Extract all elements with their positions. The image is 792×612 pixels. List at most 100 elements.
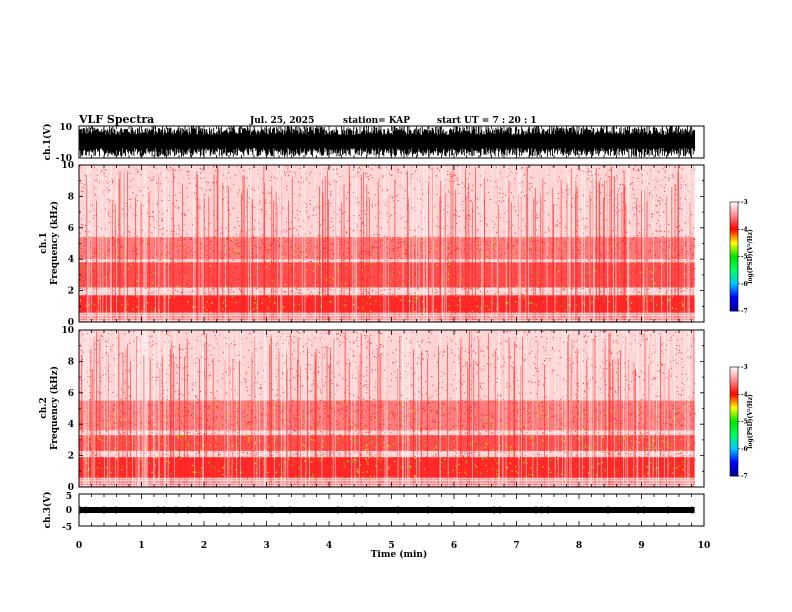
colorbar-segment bbox=[730, 245, 738, 248]
ch1-ytick-bottom: -10 bbox=[56, 154, 72, 164]
colorbar-segment bbox=[730, 434, 738, 437]
colorbar-tick-label: -5 bbox=[741, 419, 748, 426]
colorbar-segment bbox=[730, 448, 738, 451]
colorbar-segment bbox=[730, 437, 738, 441]
ch3-ytick-bottom: -5 bbox=[62, 523, 72, 533]
ch2-spectrogram-ylabel-top: ch.2 bbox=[39, 397, 49, 418]
colorbar-tick-label: -6 bbox=[741, 281, 748, 288]
ch1-spectrogram-yticks: 0 2 4 6 8 10 bbox=[61, 161, 704, 328]
figure-title: VLF Spectra bbox=[78, 113, 154, 126]
colorbar-segment bbox=[730, 269, 738, 272]
colorbar-segment bbox=[730, 202, 738, 205]
y-tick-label: 2 bbox=[68, 452, 74, 462]
colorbar-segment bbox=[730, 463, 738, 466]
station-label: station= KAP bbox=[343, 116, 410, 126]
colorbar-segment bbox=[730, 271, 738, 274]
y-tick-label: 4 bbox=[68, 420, 74, 430]
colorbar-segment bbox=[730, 289, 738, 292]
colorbar-segment bbox=[730, 309, 738, 312]
colorbar-segment bbox=[730, 377, 738, 381]
ch3-waveform-panel: 5 0 -5 ch.3(V) bbox=[42, 492, 705, 533]
time-axis-label: Time (min) bbox=[371, 549, 428, 560]
ch1-ytick-top: 10 bbox=[59, 123, 72, 133]
x-tick-label: 0 bbox=[76, 541, 82, 551]
colorbar-segment bbox=[730, 428, 738, 431]
colorbar-segment bbox=[730, 459, 738, 462]
colorbar-segment bbox=[730, 414, 738, 417]
ch3-waveform-spikes bbox=[79, 506, 693, 514]
colorbar-segment bbox=[730, 374, 738, 377]
colorbar-segment bbox=[730, 249, 738, 252]
colorbar-segment bbox=[730, 386, 738, 390]
colorbar-segment bbox=[730, 238, 738, 241]
colorbar-segment bbox=[730, 232, 738, 236]
x-tick-marks bbox=[78, 165, 705, 322]
colorbar-segment bbox=[730, 203, 738, 207]
colorbar-segment bbox=[730, 372, 738, 375]
colorbar-segment bbox=[730, 474, 738, 477]
colorbar-segment bbox=[730, 417, 738, 421]
ch1-spectrogram-xticks bbox=[78, 165, 705, 322]
colorbar-segment bbox=[730, 390, 738, 393]
colorbar-segment bbox=[730, 283, 738, 286]
colorbar-segment bbox=[730, 236, 738, 239]
y-tick-label: 0 bbox=[68, 483, 74, 493]
x-tick-label: 3 bbox=[263, 541, 269, 551]
colorbar-segment bbox=[730, 276, 738, 279]
ch1-waveform-xticks bbox=[78, 126, 705, 158]
spectrogram-carrier-lines bbox=[79, 313, 695, 321]
colorbar-segment bbox=[730, 430, 738, 433]
colorbar-segment bbox=[730, 258, 738, 261]
x-tick-label: 9 bbox=[638, 541, 644, 551]
ch2-spectrogram-image bbox=[79, 329, 696, 488]
start-time-label: start UT = 7 : 20 : 1 bbox=[437, 116, 537, 126]
colorbar-segment bbox=[730, 367, 738, 370]
ch1-waveform-line bbox=[79, 126, 696, 157]
colorbar-segment bbox=[730, 263, 738, 266]
colorbar-segment bbox=[730, 461, 738, 464]
colorbar-segment bbox=[730, 241, 738, 245]
colorbar-segment bbox=[730, 470, 738, 473]
colorbar-segment bbox=[730, 214, 738, 217]
colorbar-segment bbox=[730, 272, 738, 276]
colorbar-segment bbox=[730, 397, 738, 401]
x-tick-label: 7 bbox=[513, 541, 519, 551]
colorbar-segment bbox=[730, 301, 738, 305]
colorbar-segment bbox=[730, 205, 738, 208]
x-tick-marks bbox=[78, 330, 705, 487]
ch2-spectrogram-yticks: 0 2 4 6 8 10 bbox=[61, 326, 704, 493]
y-tick-label: 0 bbox=[68, 318, 74, 328]
y-tick-label: 10 bbox=[61, 161, 74, 171]
y-tick-marks bbox=[79, 329, 704, 488]
ch1-spectrogram-ylabel-top: ch.1 bbox=[39, 232, 49, 253]
colorbar-segment bbox=[730, 231, 738, 234]
ch1-colorbar: -3 -4 -5 -6 -7 log(PSD)(V²/Hz) bbox=[729, 199, 754, 315]
colorbar-segment bbox=[730, 423, 738, 426]
colorbar-segment bbox=[730, 394, 738, 397]
colorbar-segment bbox=[730, 385, 738, 388]
colorbar-label: log(PSD)(V²/Hz) bbox=[747, 229, 754, 284]
x-tick-label: 5 bbox=[388, 541, 394, 551]
colorbar-segment bbox=[730, 436, 738, 439]
colorbar-segment bbox=[730, 419, 738, 422]
colorbar-segment bbox=[730, 445, 738, 448]
colorbar-segment bbox=[730, 379, 738, 382]
y-tick-label: 4 bbox=[68, 255, 74, 265]
colorbar-segment bbox=[730, 296, 738, 299]
colorbar-segment bbox=[730, 267, 738, 270]
colorbar-segment bbox=[730, 416, 738, 419]
colorbar-segment bbox=[730, 381, 738, 384]
colorbar-segment bbox=[730, 220, 738, 223]
colorbar-segment bbox=[730, 443, 738, 446]
x-tick-label: 2 bbox=[201, 541, 207, 551]
colorbar-segment bbox=[730, 252, 738, 256]
x-tick-label: 10 bbox=[698, 541, 711, 551]
colorbar-tick-label: -4 bbox=[741, 226, 748, 233]
colorbar-segment bbox=[730, 368, 738, 372]
colorbar-segment bbox=[730, 441, 738, 444]
colorbar-tick-label: -5 bbox=[741, 254, 748, 261]
colorbar-segment bbox=[730, 229, 738, 232]
colorbar-label: log(PSD)(V²/Hz) bbox=[747, 394, 754, 449]
colorbar-tick-label: -3 bbox=[741, 364, 748, 371]
x-tick-label: 1 bbox=[138, 541, 144, 551]
